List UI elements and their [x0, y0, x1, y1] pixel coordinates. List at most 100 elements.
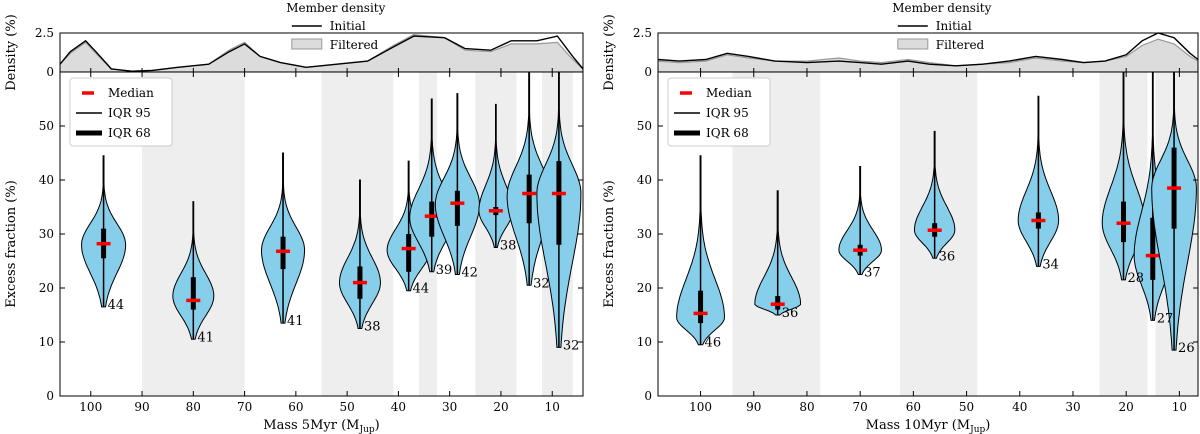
- main-xtick-label: 50: [959, 400, 974, 414]
- legend-filtered-swatch: [897, 38, 929, 50]
- main-xtick-label: 90: [134, 400, 149, 414]
- xlabel-text: Mass 10Myr (M: [866, 418, 970, 433]
- main-xtick-label: 50: [339, 400, 354, 414]
- violins: [81, 72, 582, 348]
- violin-8: [1151, 72, 1197, 351]
- density-panel: [60, 33, 583, 72]
- xlabel-close: ): [375, 418, 380, 433]
- violin-2: [754, 190, 801, 316]
- main-xtick-label: 30: [1065, 400, 1080, 414]
- violin-count-label: 42: [461, 266, 478, 281]
- xlabel-sub: Jup: [969, 425, 985, 434]
- main-xtick-label: 90: [746, 400, 761, 414]
- main-ytick-label: 10: [637, 335, 652, 349]
- density-ytick-label: 2.5: [35, 26, 54, 40]
- violin-count-label: 38: [500, 239, 517, 254]
- density-initial-line: [658, 32, 1198, 67]
- violin-count-label: 32: [563, 338, 580, 353]
- chart-panel-1: 0 2.5 Density (%) Member density Initial Filt…: [4, 1, 584, 434]
- main-xtick-label: 80: [186, 400, 201, 414]
- main-ytick-label: 30: [39, 227, 54, 241]
- density-ytick-label: 0: [46, 65, 54, 79]
- density-initial-line: [60, 35, 583, 72]
- violin-count-label: 41: [197, 330, 214, 345]
- violin-3: [838, 166, 882, 275]
- violin-10: [536, 72, 582, 348]
- main-xlabel: Mass 5Myr (MJup): [263, 418, 379, 434]
- legend-initial-label: Initial: [330, 19, 366, 33]
- xlabel-text: Mass 5Myr (M: [263, 418, 359, 433]
- density-ylabel: Density (%): [4, 14, 19, 91]
- violin-2: [172, 201, 215, 340]
- xlabel-close: ): [985, 418, 990, 433]
- main-ytick-label: 30: [637, 227, 652, 241]
- density-ytick-label: 0: [644, 65, 652, 79]
- main-xtick-label: 10: [545, 400, 560, 414]
- main-xtick-label: 100: [79, 400, 102, 414]
- violin-7: [434, 93, 480, 275]
- violin-count-label: 28: [1128, 271, 1145, 286]
- main-ytick-label: 20: [637, 281, 652, 295]
- violin-count-label: 44: [413, 282, 430, 297]
- violin-1: [81, 155, 127, 308]
- main-xtick-label: 70: [237, 400, 252, 414]
- main-ytick-label: 0: [644, 389, 652, 403]
- violin-count-label: 27: [1157, 311, 1174, 326]
- main-ytick-label: 50: [39, 119, 54, 133]
- main-ytick-label: 0: [46, 389, 54, 403]
- violin-legend-box: [69, 77, 173, 147]
- density-ylabel: Density (%): [602, 14, 617, 91]
- legend-filtered-swatch: [291, 38, 323, 50]
- legend-filtered-label: Filtered: [936, 38, 985, 52]
- violin-count-label: 39: [436, 263, 453, 278]
- violins: [676, 72, 1197, 351]
- main-ytick-label: 40: [637, 173, 652, 187]
- violin-count-label: 36: [782, 306, 799, 321]
- violin-count-label: 37: [864, 266, 881, 281]
- density-legend-title: Member density: [892, 1, 991, 15]
- legend-iqr68-label: IQR 68: [108, 126, 151, 140]
- chart-panel-2: 0 2.5 Density (%) Member density Initial Filt…: [602, 1, 1199, 434]
- main-ytick-label: 10: [39, 335, 54, 349]
- main-xlabel: Mass 10Myr (MJup): [866, 418, 991, 434]
- violin-count-label: 32: [533, 276, 550, 291]
- main-xtick-label: 10: [1172, 400, 1187, 414]
- main-xtick-label: 80: [799, 400, 814, 414]
- main-xtick-label: 60: [288, 400, 303, 414]
- violin-count-label: 34: [1042, 257, 1059, 272]
- violin-count-label: 44: [108, 298, 125, 313]
- violin-count-label: 38: [364, 320, 381, 335]
- legend-median-label: Median: [108, 86, 154, 100]
- violin-5: [1017, 95, 1060, 267]
- violin-4: [339, 179, 381, 329]
- legend-iqr68-label: IQR 68: [706, 126, 749, 140]
- violin-1: [676, 155, 726, 346]
- main-ylabel: Excess fraction (%): [4, 180, 19, 308]
- main-xtick-label: 100: [689, 400, 712, 414]
- density-panel: [658, 32, 1198, 72]
- main-xtick-label: 70: [853, 400, 868, 414]
- xlabel-sub: Jup: [358, 425, 374, 434]
- violin-3: [261, 152, 306, 324]
- main-ytick-label: 40: [39, 173, 54, 187]
- main-ytick-label: 20: [39, 281, 54, 295]
- main-xtick-label: 40: [1012, 400, 1027, 414]
- violin-count-label: 36: [939, 249, 956, 264]
- violin-count-label: 41: [287, 314, 304, 329]
- legend-median-label: Median: [706, 86, 752, 100]
- legend-iqr95-label: IQR 95: [108, 106, 151, 120]
- legend-filtered-label: Filtered: [330, 38, 379, 52]
- main-ylabel: Excess fraction (%): [602, 180, 617, 308]
- main-ytick-label: 50: [637, 119, 652, 133]
- violin-legend-box: [667, 77, 771, 147]
- main-xtick-label: 20: [1119, 400, 1134, 414]
- violin-count-label: 46: [705, 336, 722, 351]
- legend-iqr95-label: IQR 95: [706, 106, 749, 120]
- main-xtick-label: 30: [442, 400, 457, 414]
- legend-initial-label: Initial: [936, 19, 972, 33]
- main-xtick-label: 20: [493, 400, 508, 414]
- violin-count-label: 26: [1178, 341, 1195, 356]
- main-xtick-label: 60: [906, 400, 921, 414]
- density-ytick-label: 2.5: [633, 26, 652, 40]
